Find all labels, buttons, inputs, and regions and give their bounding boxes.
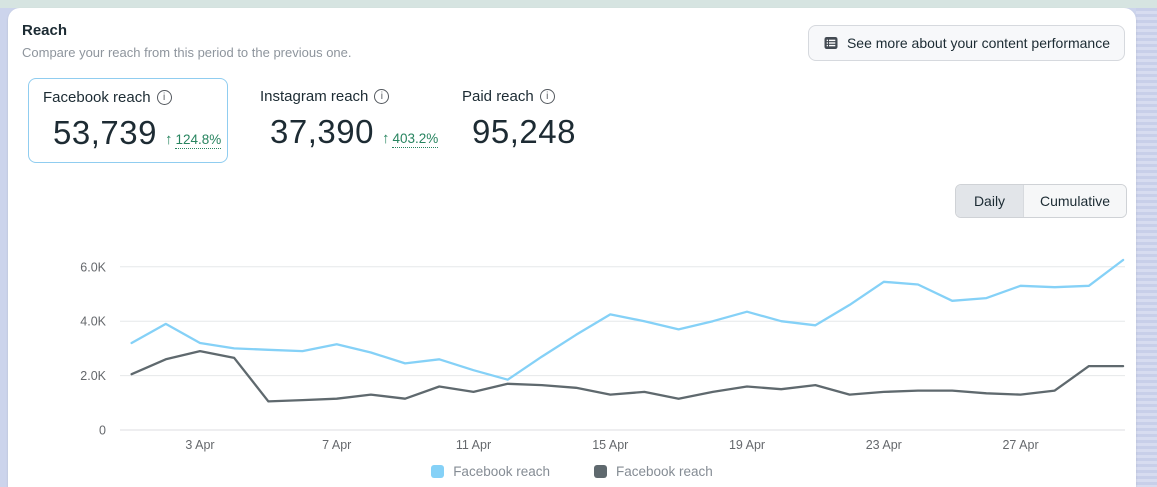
period-toggle: Daily Cumulative — [955, 184, 1127, 218]
panel-title: Reach — [22, 22, 68, 39]
metric-label: Facebook reach — [43, 89, 151, 106]
toggle-cumulative[interactable]: Cumulative — [1023, 185, 1126, 217]
metric-instagram-reach[interactable]: Instagram reach i 37,390 ↑ 403.2% — [246, 78, 452, 161]
scrollbar[interactable] — [1136, 8, 1157, 487]
x-axis-label: 19 Apr — [729, 438, 765, 452]
up-arrow-icon: ↑ — [164, 131, 173, 148]
y-axis-label: 0 — [99, 424, 106, 438]
x-axis-label: 27 Apr — [1002, 438, 1038, 452]
x-axis-label: 15 Apr — [592, 438, 628, 452]
metric-facebook-reach[interactable]: Facebook reach i 53,739 ↑ 124.8% — [28, 78, 228, 163]
see-more-button-label: See more about your content performance — [846, 35, 1111, 51]
up-arrow-icon: ↑ — [381, 130, 390, 147]
metric-delta[interactable]: 124.8% — [175, 132, 222, 149]
x-axis-label: 7 Apr — [322, 438, 351, 452]
legend-swatch-blue — [431, 465, 445, 478]
y-axis-label: 2.0K — [80, 369, 106, 383]
y-axis-label: 4.0K — [80, 315, 106, 329]
x-axis-label: 3 Apr — [185, 438, 214, 452]
chart-legend: Facebook reach Facebook reach — [8, 464, 1136, 479]
metric-label: Instagram reach — [260, 88, 369, 105]
x-axis-label: 11 Apr — [456, 438, 491, 452]
series-line — [130, 258, 1125, 381]
panel-subtitle: Compare your reach from this period to t… — [22, 45, 352, 60]
series-line — [130, 349, 1125, 403]
legend-facebook-reach-current[interactable]: Facebook reach — [431, 464, 550, 479]
metric-delta[interactable]: 403.2% — [392, 131, 439, 148]
metric-value: 95,248 — [472, 113, 576, 150]
metric-value: 53,739 — [53, 114, 157, 151]
legend-label: Facebook reach — [453, 464, 550, 479]
see-more-button[interactable]: See more about your content performance — [808, 25, 1125, 61]
legend-swatch-gray — [594, 465, 607, 478]
legend-label: Facebook reach — [616, 464, 713, 479]
info-icon[interactable]: i — [539, 89, 555, 104]
legend-facebook-reach-previous[interactable]: Facebook reach — [594, 464, 713, 479]
metric-paid-reach[interactable]: Paid reach i 95,248 — [448, 78, 590, 161]
x-axis-label: 23 Apr — [866, 438, 902, 452]
info-icon[interactable]: i — [374, 89, 390, 104]
reach-panel: Reach Compare your reach from this perio… — [8, 8, 1136, 487]
content-performance-icon — [823, 35, 839, 51]
metric-label: Paid reach — [462, 88, 534, 105]
metric-value: 37,390 — [270, 113, 374, 150]
y-axis-label: 6.0K — [80, 260, 106, 274]
top-band — [0, 0, 1157, 8]
toggle-daily[interactable]: Daily — [956, 185, 1023, 217]
info-icon[interactable]: i — [156, 90, 172, 105]
